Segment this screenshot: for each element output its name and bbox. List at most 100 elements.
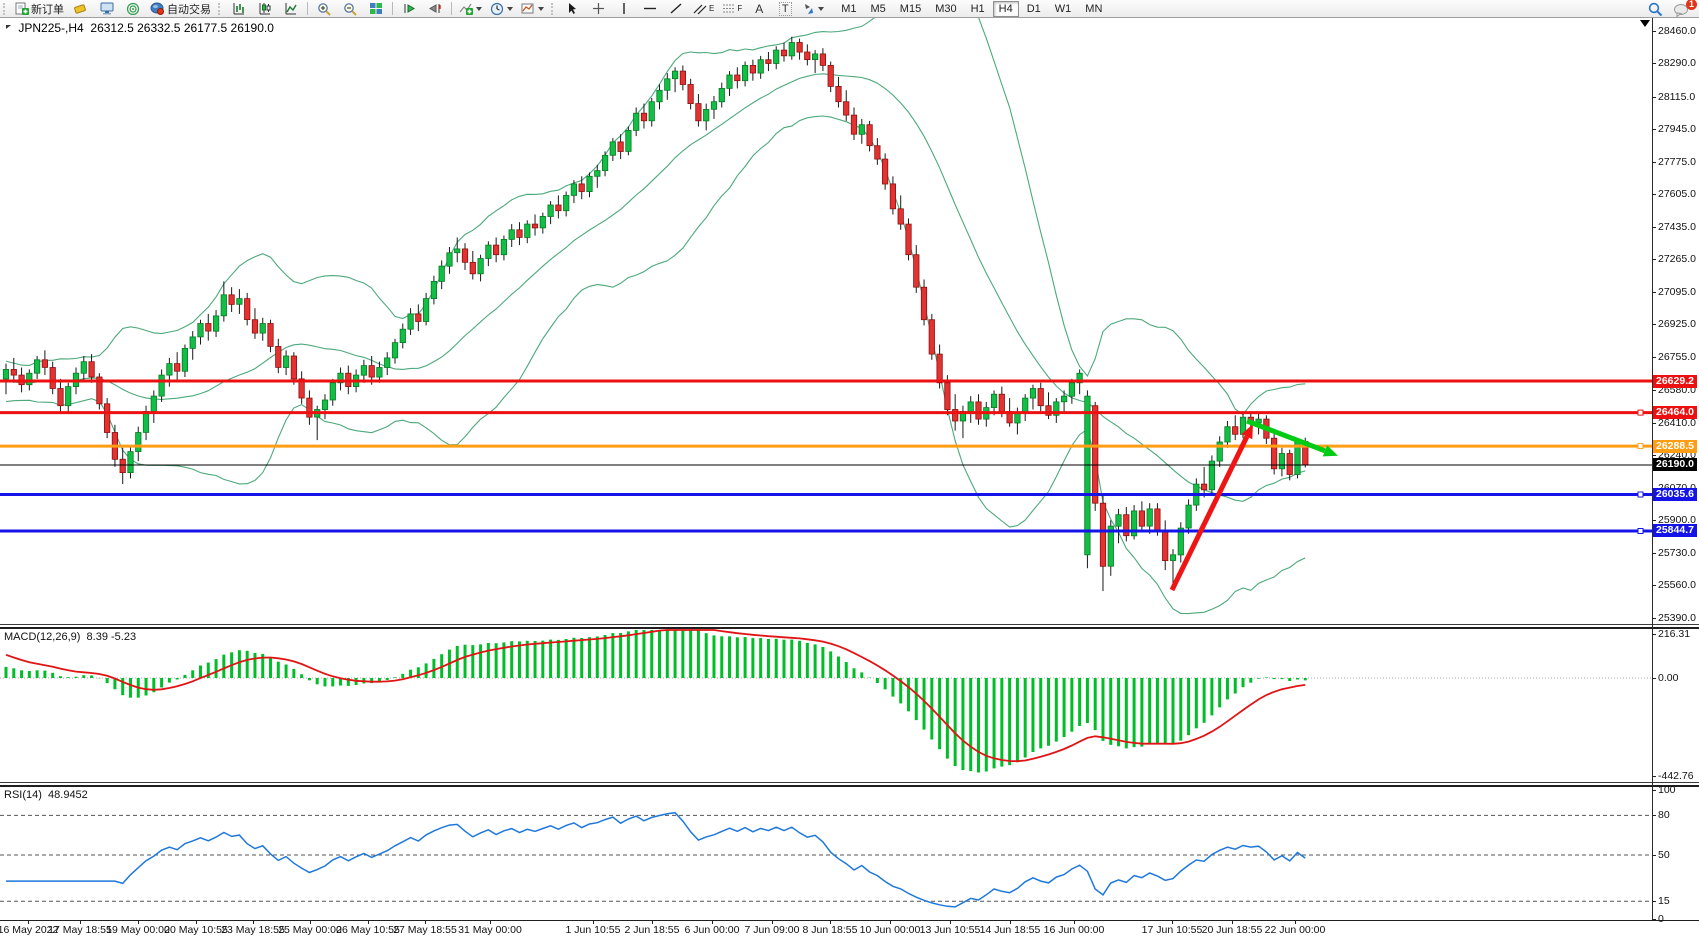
auto-scroll-icon	[404, 4, 415, 13]
time-axis-tick	[890, 920, 891, 924]
notifications-button[interactable]: 1	[1669, 0, 1697, 18]
rsi-axis-tick	[1652, 901, 1656, 903]
zoom-in-icon	[318, 2, 331, 16]
price-axis-tick	[1652, 585, 1656, 587]
new-order-button[interactable]: 新订单	[12, 0, 67, 17]
indicators-icon	[459, 3, 473, 15]
timeframe-button-MN[interactable]: MN	[1085, 2, 1103, 15]
time-axis-label: 27 May 18:55	[393, 924, 457, 936]
autotrade-button[interactable]: 自动交易	[147, 0, 214, 17]
toolbar-drag-handle[interactable]	[3, 2, 8, 15]
toolbar-drag-handle[interactable]	[218, 2, 223, 15]
rsi-axis-label: 100	[1658, 784, 1676, 796]
time-axis-label: 1 Jun 10:55	[565, 924, 621, 936]
price-axis-tick	[1652, 194, 1656, 196]
timeframe-button-M1[interactable]: M1	[841, 2, 857, 15]
time-axis-tick	[138, 920, 139, 924]
price-axis-tick	[1652, 520, 1656, 522]
notification-badge: 1	[1686, 0, 1697, 10]
time-axis-label: 26 May 10:55	[336, 924, 400, 936]
time-axis-tick	[253, 920, 254, 924]
timeframe-toolbar: M1 M5 M15 M30 H1 H4 D1 W1 MN	[834, 0, 1109, 17]
time-axis-tick	[830, 920, 831, 924]
rsi-axis-label: 15	[1658, 895, 1670, 908]
time-axis-tick	[196, 920, 197, 924]
macd-axis-tick	[1652, 678, 1656, 679]
arrow-objects-icon	[805, 4, 814, 14]
time-axis-tick	[1295, 920, 1296, 924]
price-axis-tick	[1652, 390, 1656, 392]
rsi-axis-label: 0	[1658, 913, 1664, 925]
time-axis-tick	[1074, 920, 1075, 924]
chart-shift-button[interactable]	[423, 0, 447, 17]
fibonacci-tool-button[interactable]: F	[719, 0, 745, 17]
time-axis-label: 14 Jun 18:55	[979, 924, 1041, 936]
price-axis-tick	[1652, 291, 1656, 293]
pane-separator[interactable]	[0, 624, 1699, 629]
arrows-tool-button[interactable]	[799, 0, 827, 17]
price-axis-label: 27945.0	[1658, 123, 1696, 136]
timeframe-button-M30[interactable]: M30	[935, 2, 957, 15]
vertical-line-tool-button[interactable]	[612, 0, 636, 17]
rsi-axis-tick	[1652, 815, 1656, 817]
candle-chart-type-button[interactable]	[253, 0, 277, 17]
horizontal-line-tool-button[interactable]	[638, 0, 662, 17]
rsi-axis-label: 80	[1658, 809, 1670, 822]
rsi-canvas[interactable]	[0, 787, 1652, 920]
tile-windows-button[interactable]	[364, 0, 388, 17]
rsi-indicator-label: RSI(14) 48.9452	[4, 789, 88, 801]
macd-indicator-label: MACD(12,26,9) 8.39 -5.23	[4, 631, 136, 643]
line-price-label: 25844.7	[1653, 524, 1697, 538]
styler-button[interactable]	[69, 0, 93, 17]
price-axis-tick	[1652, 324, 1656, 326]
time-axis-label: 17 Jun 10:55	[1141, 924, 1203, 936]
macd-name: MACD(12,26,9)	[4, 631, 81, 643]
zoom-out-button[interactable]	[338, 0, 362, 17]
time-axis-tick	[425, 920, 426, 924]
crosshair-tool-button[interactable]	[586, 0, 610, 17]
price-axis-label: 27095.0	[1658, 285, 1696, 298]
indicators-button[interactable]	[456, 0, 485, 17]
search-button[interactable]	[1643, 1, 1667, 18]
timeframe-button-M5[interactable]: M5	[870, 2, 886, 15]
timeframe-button-H1[interactable]: H1	[970, 2, 985, 15]
macd-axis-tick	[1652, 775, 1656, 777]
timeframe-button-W1[interactable]: W1	[1054, 2, 1072, 15]
new-order-icon	[15, 2, 29, 15]
rsi-axis-label: 50	[1658, 849, 1670, 861]
bar-chart-type-button[interactable]	[227, 0, 251, 17]
time-axis-label: 17 May 18:55	[48, 924, 112, 936]
clock-icon	[490, 2, 504, 15]
pane-separator[interactable]	[0, 782, 1699, 787]
timeframe-button-M15[interactable]: M15	[899, 2, 922, 15]
time-axis-label: 6 Jun 00:00	[684, 924, 740, 936]
horizontal-line-icon	[644, 7, 656, 10]
toolbar-drag-handle[interactable]	[551, 2, 556, 15]
price-chart-canvas[interactable]	[0, 18, 1652, 624]
timeframe-button-D1[interactable]: D1	[1026, 2, 1041, 15]
fibo-letter: F	[737, 4, 743, 13]
terminal-button[interactable]	[95, 0, 119, 17]
price-axis-label: 25900.0	[1658, 514, 1696, 527]
macd-canvas[interactable]	[0, 629, 1652, 782]
zoom-in-button[interactable]	[312, 0, 336, 17]
rsi-axis-tick	[1652, 790, 1656, 791]
trendline-tool-button[interactable]	[664, 0, 688, 17]
strategy-tester-button[interactable]	[121, 0, 145, 17]
line-chart-type-button[interactable]	[279, 0, 303, 17]
auto-scroll-button[interactable]	[397, 0, 421, 17]
channel-tool-button[interactable]: E	[690, 0, 717, 17]
time-axis-label: 25 May 00:00	[278, 924, 342, 936]
time-axis-label: 2 Jun 18:55	[624, 924, 680, 936]
periods-button[interactable]	[487, 0, 516, 17]
time-axis-tick	[772, 920, 773, 924]
text-label-tool-button[interactable]: T	[773, 0, 797, 17]
macd-axis-label: -442.76	[1658, 769, 1694, 782]
timeframe-button-H4[interactable]: H4	[992, 0, 1019, 17]
tile-windows-icon	[370, 3, 382, 14]
text-tool-button[interactable]: A	[747, 0, 771, 17]
periods-dropdown-caret-icon	[507, 6, 513, 11]
cursor-tool-button[interactable]	[560, 0, 584, 17]
templates-button[interactable]	[518, 0, 547, 17]
